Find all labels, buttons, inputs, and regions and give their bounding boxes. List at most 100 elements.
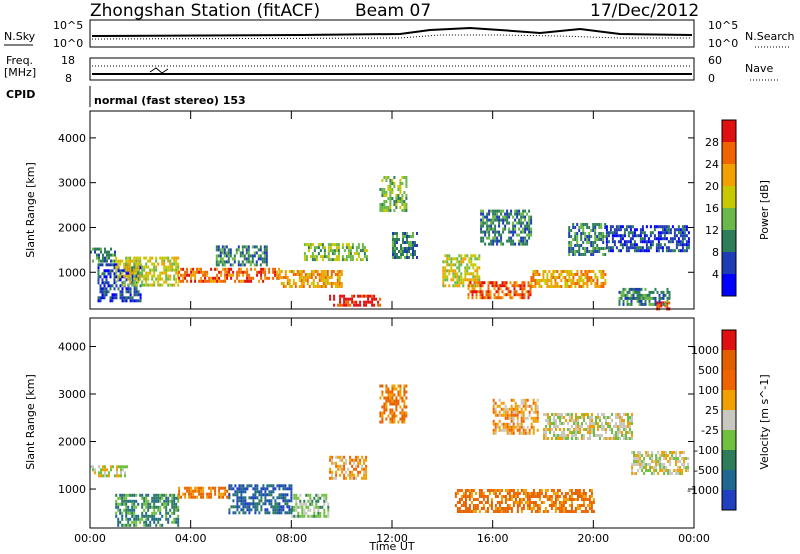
power-cell [135,283,138,287]
power-cell [487,281,490,285]
velocity-cell [458,489,461,492]
power-cell [359,258,362,262]
velocity-cell [553,413,555,416]
power-cell [175,262,178,266]
power-cell [494,215,497,219]
power-cell [515,290,518,294]
power-cell [600,247,603,250]
power-cell [480,221,483,225]
power-cell [399,197,402,200]
power-cell [568,276,571,279]
velocity-cell [468,507,471,510]
power-cell [389,194,392,197]
power-cell [143,277,146,281]
velocity-cell [677,457,680,460]
velocity-cell [121,499,124,503]
velocity-cell [270,502,273,506]
power-cell [460,263,463,267]
velocity-cell [323,496,326,500]
velocity-cell [555,428,557,431]
power-cell [125,268,128,272]
power-cell [482,221,485,225]
velocity-cell [157,508,160,512]
velocity-cell [393,387,396,391]
power-cell [646,293,649,297]
power-cell [145,277,148,281]
velocity-cell [559,419,561,422]
power-cell [381,209,384,212]
power-cell [169,262,172,266]
power-cell [624,296,627,300]
power-cell [109,275,112,279]
power-cell [347,297,350,301]
power-cell [492,209,495,213]
power-cell [389,203,392,206]
power-cell [611,237,614,241]
velocity-cell [192,492,195,496]
power-cell [620,293,623,297]
velocity-cell [391,390,394,394]
power-cell [654,302,657,306]
velocity-cell [575,428,577,431]
power-cell [638,290,641,294]
power-cell [139,266,142,270]
power-cell [330,276,333,279]
velocity-cell [175,502,178,506]
velocity-cell [161,493,164,497]
velocity-cell [496,404,499,408]
power-cell [512,215,515,219]
power-cell [458,281,461,285]
power-cell [596,235,599,238]
power-cell [313,246,316,250]
power-cell [107,284,110,288]
power-cell [609,228,612,232]
velocity-cell [349,458,352,462]
velocity-cell [627,422,629,425]
velocity-cell [399,393,402,397]
power-cell [399,179,402,182]
velocity-cell [631,437,633,440]
power-cell [274,270,277,274]
velocity-cell [173,499,176,503]
velocity-cell [252,505,255,509]
velocity-cell [514,492,517,495]
velocity-cell [512,410,515,414]
velocity-cell [520,398,523,402]
velocity-cell [629,416,631,419]
velocity-cell [530,501,533,504]
power-cell [681,240,684,244]
power-cell [475,296,478,300]
power-cell [683,234,686,238]
power-colorbar-swatch [722,142,736,164]
velocity-cell [526,404,529,408]
power-cell [623,240,626,244]
velocity-cell [403,405,406,409]
power-cell [278,267,281,271]
power-cell [304,273,307,276]
velocity-cell [581,416,583,419]
power-cell [600,270,603,273]
y-tick-label: 3000 [58,388,86,401]
velocity-cell [343,464,346,468]
power-cell [393,185,396,188]
power-cell [552,270,555,273]
power-cell [611,225,614,229]
velocity-cell [601,425,603,428]
velocity-cell [576,495,579,498]
power-cell [458,269,461,273]
velocity-cell [500,498,503,501]
power-cell [632,290,635,294]
velocity-cell [589,431,591,434]
velocity-cell [621,434,623,437]
velocity-cell [589,416,591,419]
power-cell [324,282,327,285]
velocity-cell [482,495,485,498]
velocity-cell [627,425,629,428]
power-cell [227,260,230,264]
velocity-cell [286,505,289,509]
power-cell [214,279,217,283]
power-cell [681,237,684,241]
power-cell [338,285,341,288]
power-cell [109,284,112,288]
power-cell [685,225,688,229]
